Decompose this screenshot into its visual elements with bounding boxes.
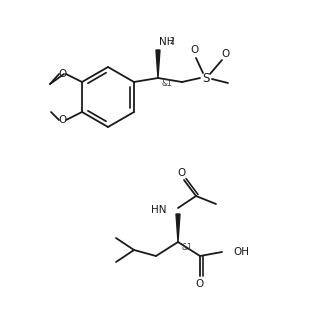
Text: O: O <box>196 279 204 289</box>
Text: O: O <box>191 45 199 55</box>
Text: NH: NH <box>159 37 174 47</box>
Text: S: S <box>202 72 210 85</box>
Text: O: O <box>178 168 186 178</box>
Text: 2: 2 <box>170 38 175 47</box>
Polygon shape <box>176 214 180 242</box>
Text: &1: &1 <box>162 79 173 88</box>
Polygon shape <box>156 50 160 78</box>
Text: O: O <box>58 69 66 79</box>
Text: HN: HN <box>151 205 166 215</box>
Text: O: O <box>58 115 66 125</box>
Text: O: O <box>222 49 230 59</box>
Text: &1: &1 <box>182 243 193 252</box>
Text: OH: OH <box>233 247 249 257</box>
